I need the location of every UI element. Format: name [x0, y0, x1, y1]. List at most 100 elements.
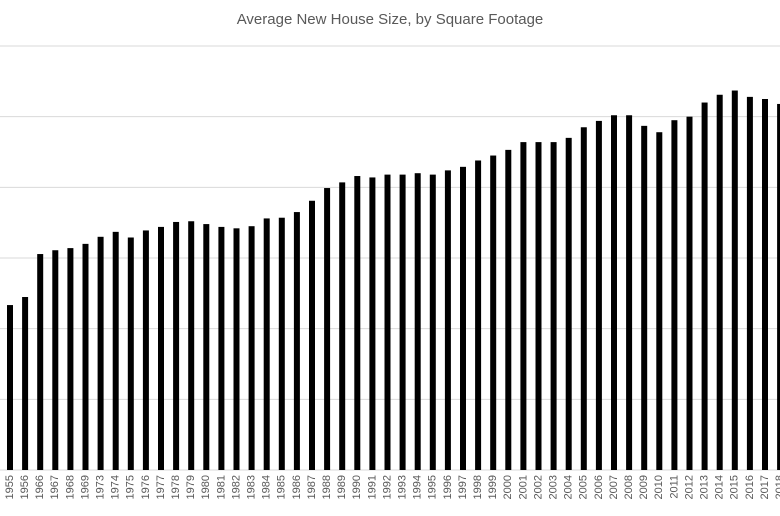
- bar: [82, 243, 89, 470]
- bar: [112, 231, 119, 470]
- x-tick-label: 1979: [185, 475, 197, 499]
- bar: [535, 142, 542, 470]
- x-tick-label: 1991: [366, 475, 378, 499]
- bar: [671, 120, 678, 470]
- x-tick-label: 1989: [336, 475, 348, 499]
- bar: [37, 254, 44, 470]
- x-tick-label: 1977: [155, 475, 167, 499]
- bar: [460, 166, 466, 470]
- x-tick-label: 1982: [230, 475, 242, 499]
- bar: [595, 120, 602, 470]
- bar: [233, 228, 240, 470]
- x-tick-label: 1993: [397, 475, 409, 499]
- x-tick-label: 1974: [110, 475, 122, 499]
- bar: [626, 115, 633, 471]
- bar: [22, 297, 29, 470]
- x-tick-label: 2006: [593, 475, 605, 499]
- bar: [188, 221, 195, 470]
- x-tick-label: 1986: [291, 475, 303, 499]
- bar: [414, 173, 421, 470]
- bar: [565, 137, 572, 470]
- bar: [444, 170, 451, 470]
- bar: [701, 102, 708, 471]
- x-tick-label: 2000: [502, 475, 514, 499]
- x-tick-label: 1976: [140, 475, 152, 499]
- x-tick-label: 1990: [351, 475, 363, 499]
- x-tick-label: 1975: [125, 475, 137, 499]
- x-tick-label: 2008: [623, 475, 635, 499]
- bar: [611, 115, 617, 471]
- x-tick-label: 1998: [472, 475, 484, 499]
- x-tick-label: 1999: [487, 475, 499, 499]
- bar: [384, 174, 391, 470]
- x-tick-label: 1997: [457, 475, 469, 499]
- x-tick-label: 1994: [412, 475, 424, 499]
- x-tick-label: 1969: [79, 475, 91, 499]
- x-tick-label: 1985: [276, 475, 288, 499]
- x-tick-label: 2003: [548, 475, 560, 499]
- x-tick-label: 1978: [170, 475, 182, 499]
- bar: [641, 125, 648, 470]
- bar: [278, 217, 285, 470]
- x-tick-label: 2016: [744, 475, 756, 499]
- x-tick-label: 2014: [714, 475, 726, 499]
- x-tick-label: 1995: [427, 475, 439, 499]
- x-tick-label: 2002: [532, 475, 544, 499]
- bar: [324, 188, 331, 471]
- bar: [762, 99, 768, 470]
- x-tick-label: 1987: [306, 475, 318, 499]
- bar: [203, 224, 210, 470]
- x-tick-label: 1966: [34, 475, 46, 499]
- bar: [369, 177, 376, 470]
- x-tick-label: 1973: [95, 475, 107, 499]
- x-tick-label: 1980: [200, 475, 212, 499]
- chart-title: Average New House Size, by Square Footag…: [237, 11, 544, 28]
- bar: [490, 155, 497, 471]
- bar: [520, 142, 527, 470]
- x-tick-label: 2007: [608, 475, 620, 499]
- bar: [142, 230, 149, 470]
- x-tick-label: 1996: [442, 475, 454, 499]
- x-tick-label: 1992: [381, 475, 393, 499]
- x-tick-label: 2017: [759, 475, 771, 499]
- bar: [656, 132, 663, 471]
- bar: [67, 248, 74, 470]
- x-tick-label: 1988: [321, 475, 333, 499]
- x-tick-label: 2004: [563, 475, 575, 499]
- bar: [127, 237, 134, 470]
- bar: [97, 236, 104, 470]
- x-tick-label: 1956: [19, 475, 31, 499]
- bar: [339, 182, 346, 471]
- bar: [293, 212, 300, 471]
- x-tick-label: 2012: [683, 475, 695, 499]
- bar: [505, 149, 512, 470]
- bar: [263, 218, 270, 470]
- x-tick-label: 2005: [578, 475, 590, 499]
- x-tick-label: 1981: [215, 475, 227, 499]
- x-tick-label: 1968: [64, 475, 76, 499]
- bar: [52, 250, 59, 470]
- bar: [475, 160, 482, 471]
- x-tick-label: 1967: [49, 475, 61, 499]
- bar: [777, 103, 780, 471]
- x-tick-label: 1983: [246, 475, 258, 499]
- x-tick-label: 2015: [729, 475, 741, 499]
- x-tick-label: 2009: [638, 475, 650, 499]
- bar: [429, 174, 436, 470]
- bar: [218, 226, 225, 470]
- bar: [309, 200, 315, 470]
- bar: [158, 226, 164, 470]
- bar: [173, 221, 180, 470]
- x-tick-label: 2010: [653, 475, 665, 499]
- bar: [731, 90, 738, 471]
- bar: [686, 116, 693, 471]
- x-tick-label: 2001: [517, 475, 529, 499]
- bar: [7, 305, 13, 470]
- bar: [716, 94, 723, 470]
- x-tick-label: 1984: [261, 475, 273, 499]
- bar: [580, 127, 587, 471]
- bar: [746, 96, 753, 470]
- x-tick-label: 2018: [774, 475, 780, 499]
